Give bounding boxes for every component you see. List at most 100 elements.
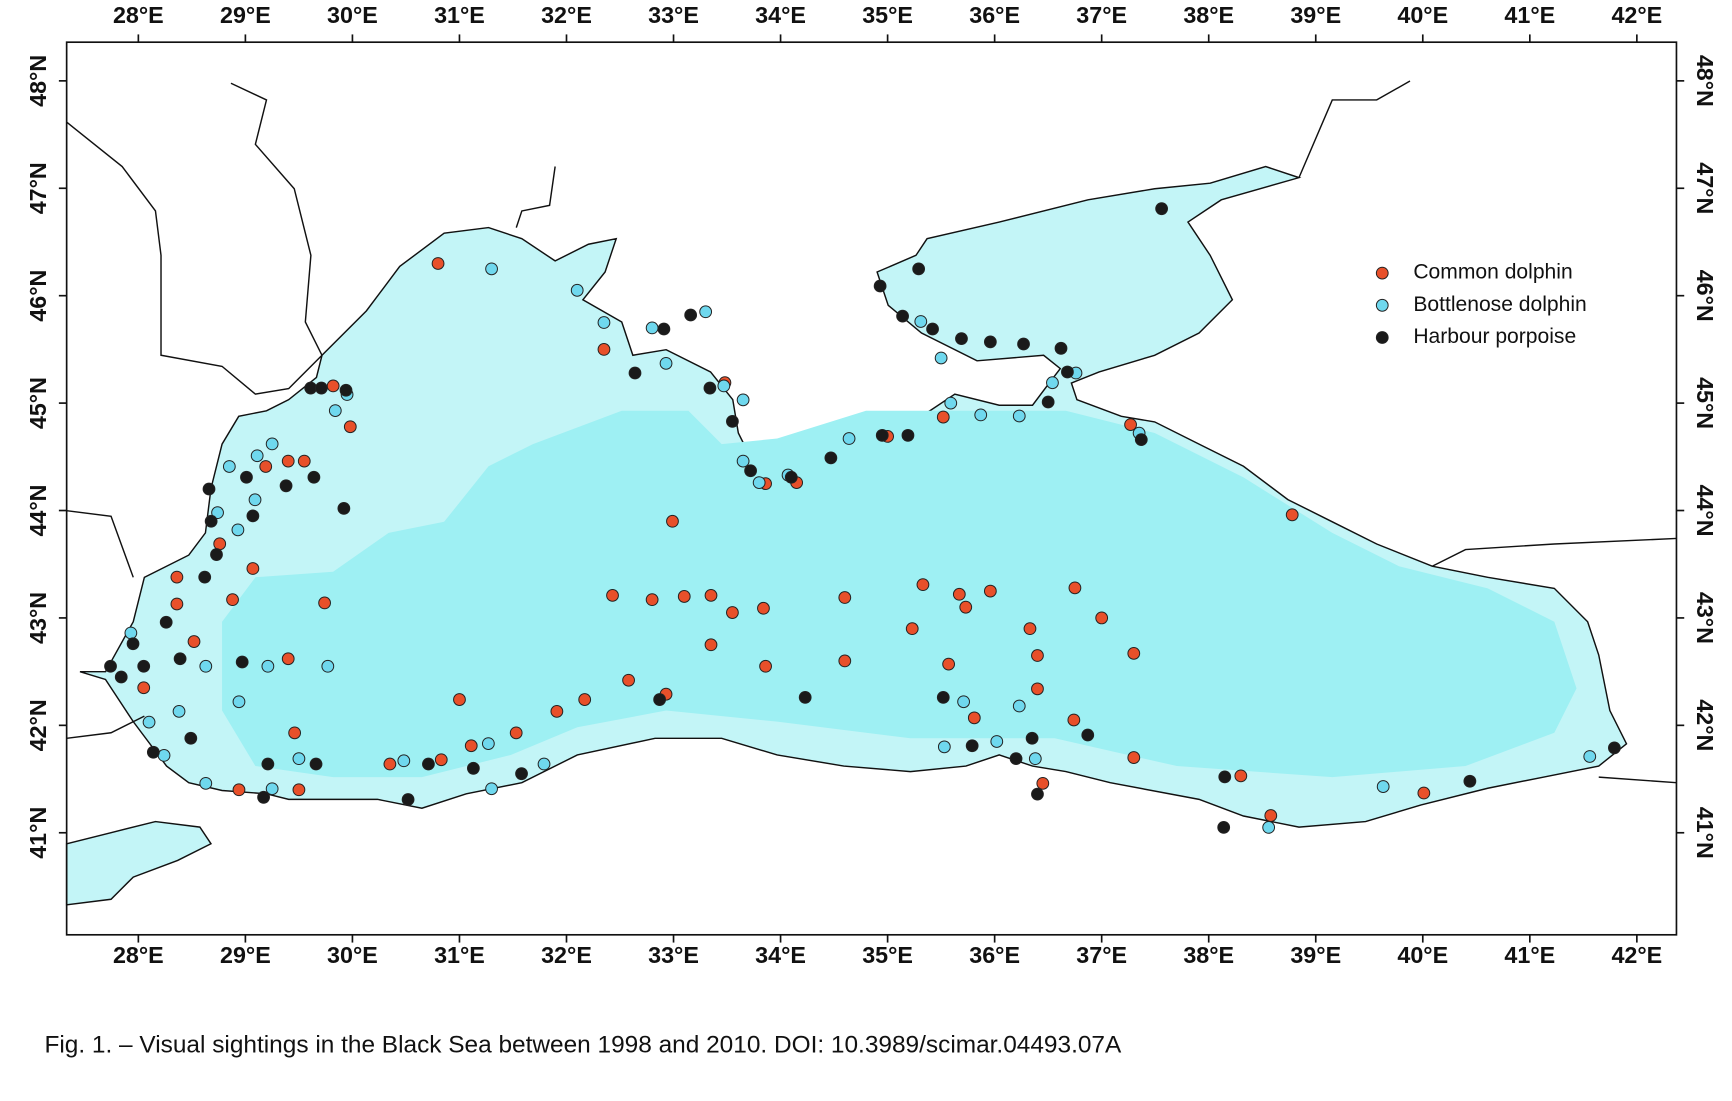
sighting-point bbox=[485, 262, 498, 276]
sighting-point bbox=[957, 695, 970, 709]
sighting-point bbox=[232, 783, 246, 797]
sighting-point bbox=[1583, 750, 1597, 763]
y-tick-label: 43°N bbox=[1692, 592, 1718, 644]
sighting-point bbox=[485, 782, 498, 796]
y-tick-label: 45°N bbox=[1692, 377, 1718, 429]
x-tick-label: 29°E bbox=[220, 2, 271, 28]
sighting-point bbox=[281, 652, 295, 666]
sighting-point bbox=[666, 514, 679, 528]
sighting-point bbox=[838, 591, 852, 604]
y-tick-label: 47°N bbox=[25, 162, 51, 214]
sighting-point bbox=[952, 587, 966, 601]
sighting-point bbox=[328, 404, 342, 418]
sighting-point bbox=[905, 622, 919, 636]
basemap bbox=[65, 80, 1677, 906]
x-tick-label: 40°E bbox=[1397, 2, 1448, 28]
sighting-point bbox=[292, 783, 306, 797]
sighting-point bbox=[339, 383, 353, 397]
x-tick-label: 41°E bbox=[1504, 2, 1555, 28]
x-tick-label: 34°E bbox=[755, 2, 806, 28]
sighting-point bbox=[901, 428, 915, 442]
sighting-point bbox=[257, 790, 270, 804]
sighting-point bbox=[401, 793, 415, 806]
sighting-point bbox=[990, 735, 1004, 748]
sighting-point bbox=[1127, 751, 1141, 764]
sighting-point bbox=[628, 366, 642, 380]
border bbox=[1431, 537, 1677, 567]
sighting-point bbox=[509, 726, 523, 740]
sighting-point bbox=[235, 655, 249, 669]
sighting-point bbox=[1046, 376, 1059, 390]
sighting-point bbox=[211, 506, 224, 520]
border bbox=[66, 509, 134, 578]
sighting-point bbox=[1031, 682, 1044, 696]
border bbox=[66, 715, 145, 740]
x-tick-label: 35°E bbox=[862, 2, 913, 28]
sighting-point bbox=[1031, 787, 1044, 801]
sighting-point bbox=[959, 600, 973, 614]
sighting-point bbox=[172, 704, 186, 718]
sighting-point bbox=[187, 635, 201, 648]
sighting-point bbox=[606, 588, 619, 602]
y-tick-label: 45°N bbox=[25, 377, 51, 429]
sighting-point bbox=[137, 659, 151, 673]
sighting-point bbox=[736, 393, 750, 407]
x-tick-label: 30°E bbox=[327, 942, 378, 968]
sighting-point bbox=[578, 693, 592, 706]
sighting-point bbox=[146, 745, 160, 759]
x-tick-label: 40°E bbox=[1397, 942, 1448, 968]
river bbox=[515, 166, 556, 228]
sighting-point bbox=[250, 449, 264, 463]
sighting-point bbox=[159, 615, 173, 629]
x-tick-label: 36°E bbox=[969, 2, 1020, 28]
marmara-sea bbox=[65, 820, 213, 906]
y-tick-label: 42°N bbox=[1692, 699, 1718, 751]
sighting-point bbox=[873, 279, 887, 293]
x-tick-label: 36°E bbox=[969, 942, 1020, 968]
caption: Fig. 1. – Visual sightings in the Black … bbox=[44, 1031, 1122, 1058]
sighting-point bbox=[1031, 649, 1044, 662]
sea-deep bbox=[222, 410, 1577, 778]
sighting-point bbox=[231, 523, 245, 537]
x-tick-label: 33°E bbox=[648, 2, 699, 28]
sighting-point bbox=[645, 321, 659, 335]
border bbox=[230, 82, 323, 356]
sighting-point bbox=[942, 657, 956, 671]
sighting-point bbox=[597, 316, 611, 329]
sighting-point bbox=[983, 335, 997, 349]
x-tick-label: 31°E bbox=[434, 942, 485, 968]
sighting-point bbox=[315, 381, 328, 395]
sighting-point bbox=[288, 726, 302, 740]
sighting-point bbox=[126, 637, 140, 651]
sighting-point bbox=[343, 420, 357, 434]
sighting-point bbox=[466, 761, 480, 775]
x-tick-label: 39°E bbox=[1290, 942, 1341, 968]
sighting-point bbox=[1009, 752, 1023, 766]
sighting-point bbox=[213, 537, 227, 551]
sighting-point bbox=[936, 410, 950, 424]
sighting-point bbox=[321, 659, 335, 673]
sighting-point bbox=[838, 654, 852, 668]
sighting-point bbox=[222, 460, 236, 473]
sighting-point bbox=[912, 262, 926, 276]
sighting-point bbox=[1264, 809, 1278, 822]
sighting-point bbox=[744, 464, 757, 478]
sighting-point bbox=[1607, 741, 1621, 755]
sighting-point bbox=[570, 283, 584, 297]
x-tick-label: 34°E bbox=[755, 942, 806, 968]
y-tick-label: 44°N bbox=[1692, 484, 1718, 536]
y-tick-label: 41°N bbox=[1692, 807, 1718, 859]
sighting-point bbox=[704, 638, 718, 652]
sighting-point bbox=[1262, 821, 1276, 834]
x-tick-label: 38°E bbox=[1183, 2, 1234, 28]
sighting-point bbox=[204, 514, 218, 528]
sighting-point bbox=[265, 437, 279, 451]
map-frame bbox=[65, 41, 1678, 936]
legend-label: Harbour porpoise bbox=[1413, 325, 1576, 348]
sighting-point bbox=[1012, 409, 1026, 423]
sighting-point bbox=[326, 379, 340, 393]
sighting-point bbox=[759, 659, 772, 673]
sighting-point bbox=[1285, 508, 1299, 522]
sighting-point bbox=[1218, 770, 1232, 784]
sighting-point bbox=[318, 596, 331, 610]
